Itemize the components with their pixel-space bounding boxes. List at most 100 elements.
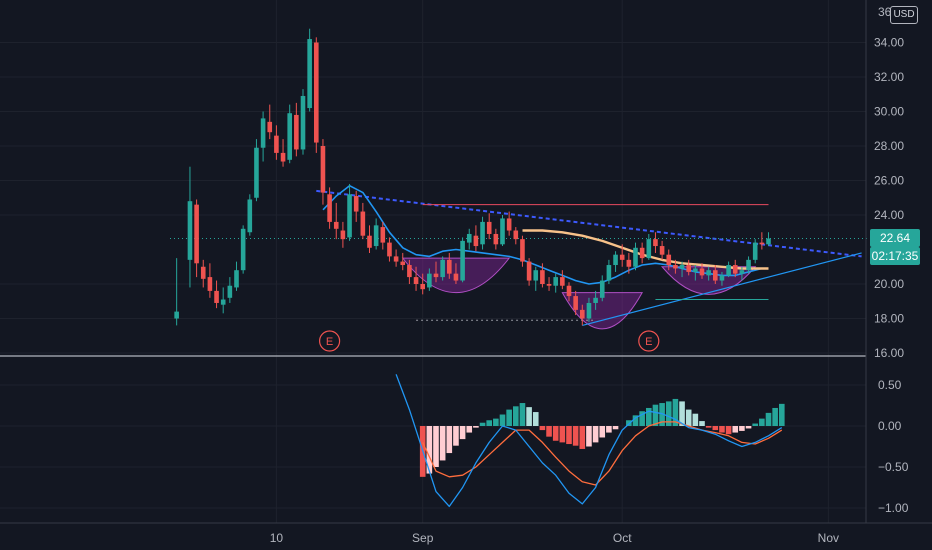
macd-histogram-bar [652, 404, 659, 426]
candle-body [234, 270, 239, 288]
candle-body [526, 261, 532, 281]
candle-body [413, 277, 419, 284]
candle-body [254, 147, 259, 198]
trend-line [316, 189, 862, 258]
earnings-marker[interactable] [319, 330, 341, 352]
time-tick-label: Oct [613, 531, 632, 545]
candle-body [639, 247, 645, 259]
candle-body [247, 199, 253, 233]
candle-body [220, 299, 226, 305]
macd-histogram-bar [459, 426, 466, 440]
macd-histogram-bar [493, 418, 499, 426]
earnings-marker-label: E [645, 336, 652, 348]
price-tick-label: 34.00 [874, 36, 904, 50]
candle-body [473, 235, 479, 247]
candle-body [506, 218, 512, 231]
candle-body [440, 259, 445, 278]
candle-body [407, 265, 412, 278]
candle-body [706, 270, 711, 276]
macd-histogram-bar [579, 426, 586, 449]
macd-histogram-bar [552, 426, 559, 441]
macd-histogram-bar [566, 426, 572, 445]
macd-histogram-bar [665, 401, 672, 426]
macd-histogram-bar [433, 426, 439, 467]
candle-body [673, 265, 678, 269]
candle-body [586, 302, 592, 319]
price-tick-label: 18.00 [874, 312, 904, 326]
macd-histogram-bar [473, 426, 479, 428]
candle-body [619, 254, 625, 260]
candle-body [353, 196, 359, 212]
macd-histogram-bar [519, 403, 526, 426]
candle-body [659, 246, 665, 255]
macd-tick-label: 0.00 [878, 419, 902, 433]
candle-body [533, 270, 539, 281]
candle-body [187, 201, 193, 260]
candle-body [713, 270, 718, 281]
macd-histogram-bar [705, 426, 712, 428]
candle-body [480, 221, 485, 245]
candle-body [294, 114, 299, 150]
macd-histogram-bar [699, 421, 705, 426]
candle-body [766, 238, 771, 245]
candle-body [393, 256, 399, 262]
candle-body [553, 277, 558, 286]
macd-histogram-bar [725, 426, 732, 435]
candle-body [320, 146, 326, 193]
macd-histogram-bar [599, 426, 606, 438]
time-axis[interactable]: 10SepOctNovDec2021 [270, 531, 932, 545]
macd-histogram-bar [539, 426, 546, 431]
macd-tick-label: −0.50 [878, 460, 909, 474]
candle-body [699, 268, 705, 276]
price-tick-label: 24.00 [874, 208, 904, 222]
candle-body [427, 273, 432, 288]
candle-body [200, 266, 206, 279]
candle-body [387, 242, 392, 257]
macd-histogram-bar [612, 426, 619, 430]
macd-histogram-bar [439, 426, 446, 461]
macd-histogram-bar [759, 418, 765, 426]
macd-histogram-bar [685, 409, 692, 426]
candle-body [633, 247, 638, 267]
macd-histogram-bar [712, 426, 719, 431]
candle-body [560, 277, 565, 286]
macd-histogram-bar [466, 426, 473, 433]
macd-histogram-bar [765, 412, 772, 426]
macd-histogram-bar [526, 407, 532, 426]
candle-body [599, 280, 605, 298]
candle-body [347, 194, 352, 238]
macd-histogram-bar [426, 426, 433, 474]
macd-histogram-bar [672, 398, 679, 426]
candle-body [433, 273, 439, 278]
candle-body [340, 230, 346, 240]
time-tick-label: Nov [818, 531, 839, 545]
macd-histogram-bar [559, 426, 566, 443]
macd-histogram-bar [659, 403, 665, 426]
grid-lines [0, 0, 866, 523]
candle-body [460, 240, 465, 281]
moving-average-line [522, 229, 769, 270]
macd-histogram-bar [479, 422, 486, 426]
candle-body [546, 284, 552, 286]
price-tick-label: 32.00 [874, 70, 904, 84]
candle-body [513, 230, 519, 240]
macd-histogram-bar [779, 403, 785, 426]
candle-body [693, 268, 698, 272]
candle-body [453, 273, 459, 281]
earnings-marker[interactable] [638, 330, 660, 352]
candle-body [679, 265, 685, 269]
currency-button[interactable]: USD [890, 6, 918, 24]
macd-histogram-bar [586, 426, 592, 447]
macd-tick-label: −1.00 [878, 501, 909, 515]
macd-histogram-bar [546, 426, 552, 437]
candle-body [580, 309, 585, 319]
candle-body [333, 221, 339, 229]
candle-body [207, 277, 213, 291]
macd-histogram-bar [679, 401, 685, 426]
macd-histogram-bar [632, 415, 639, 426]
macd-axis[interactable]: 0.50 0.00 −0.50 −1.00 [878, 378, 909, 515]
price-axis[interactable]: 34.00 32.00 30.00 28.00 26.00 24.00 20.00 18.00… [874, 5, 904, 360]
trend-line [582, 252, 862, 326]
